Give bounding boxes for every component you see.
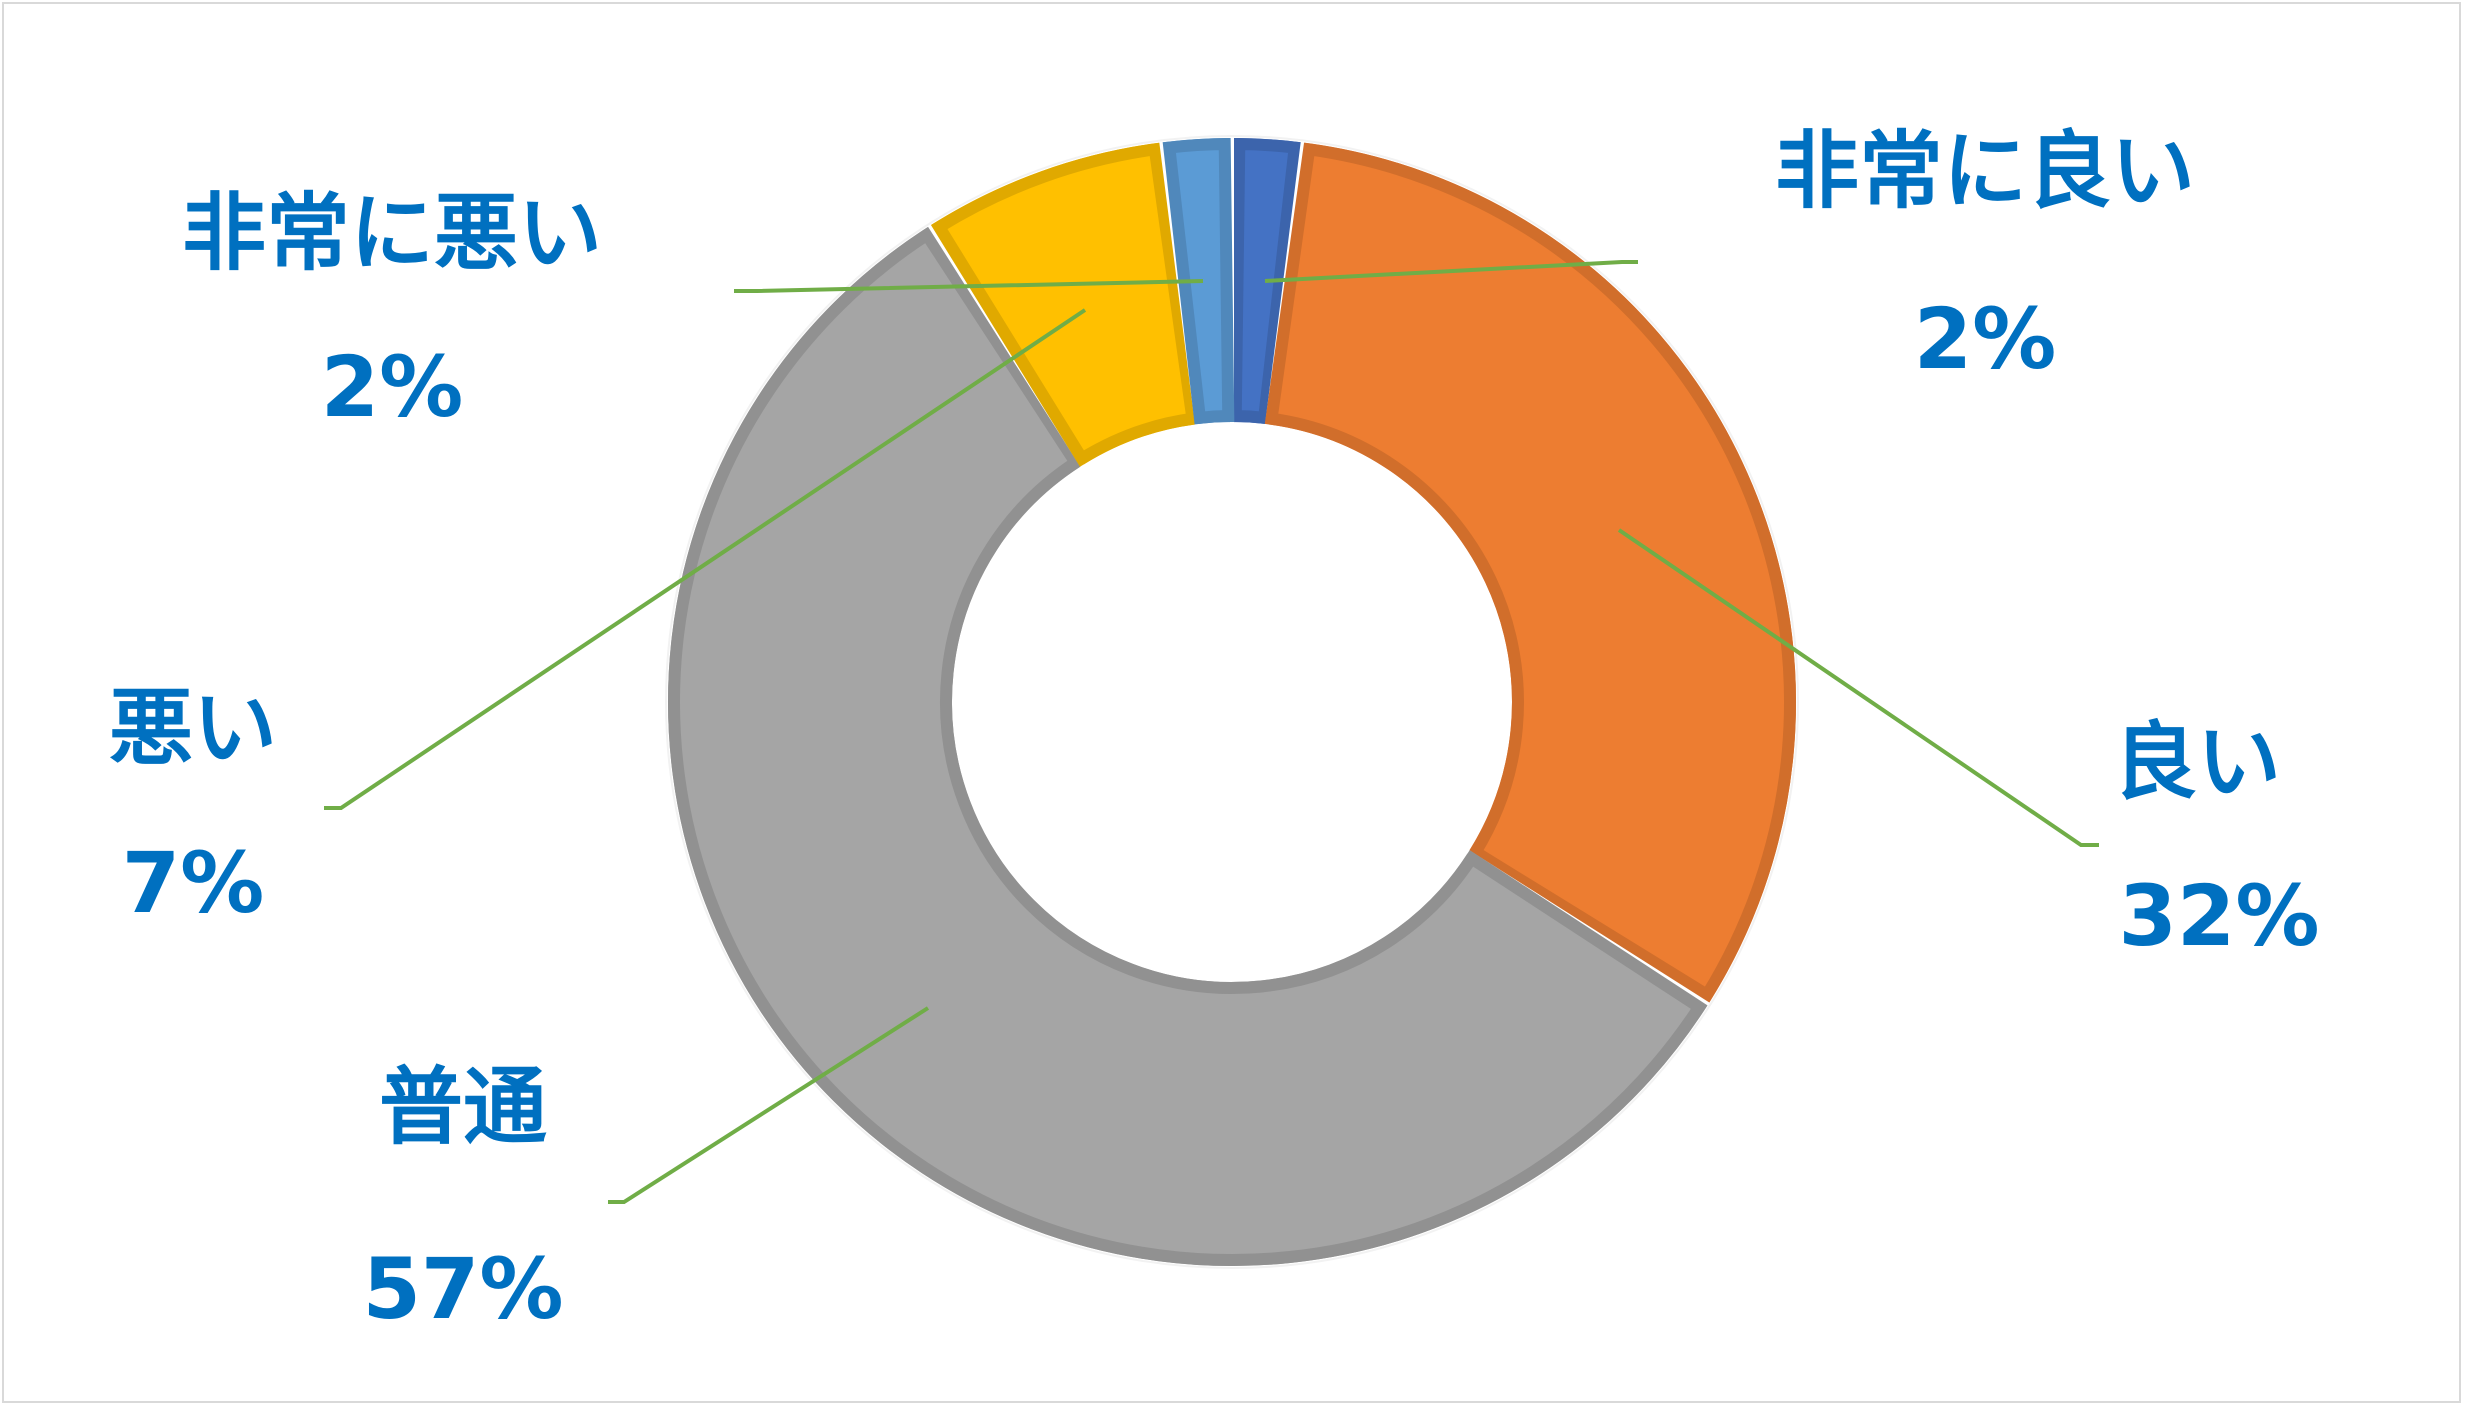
data-labels-layer: 非常に良い 2% 良い 32% 普通 57% 悪い 7% 非常に悪い 2% [109,122,2320,1338]
slice-border-3 [668,226,1708,1266]
data-label-category-1: 非常に良い [1775,122,2195,220]
doughnut-outer-rim [665,135,1799,1269]
slice-border-5 [1162,137,1235,425]
doughnut-slice-2 [1264,138,1800,1009]
data-label-category-4: 悪い [109,679,277,777]
data-label-category-3: 普通 [379,1058,547,1156]
data-label-category-5: 非常に悪い [182,184,602,282]
leader-line-1 [1264,260,1638,283]
slice-border-1 [1229,137,1302,425]
leader-line-3 [608,1006,930,1204]
leader-lines-layer [324,260,2099,1204]
data-label-percent-1: 2% [1914,290,2057,388]
data-label-percent-4: 7% [122,834,265,932]
slices-layer [664,133,1800,1270]
slice-border-2 [1264,142,1796,1004]
slice-border-4 [930,142,1200,467]
leader-line-2 [1617,528,2099,847]
data-label-category-2: 良い [2113,713,2281,811]
data-label-percent-5: 2% [321,338,464,436]
leader-line-5 [734,279,1204,293]
data-label-percent-2: 32% [2118,867,2319,965]
leader-line-4 [324,308,1087,810]
data-label-percent-3: 57% [362,1240,563,1338]
